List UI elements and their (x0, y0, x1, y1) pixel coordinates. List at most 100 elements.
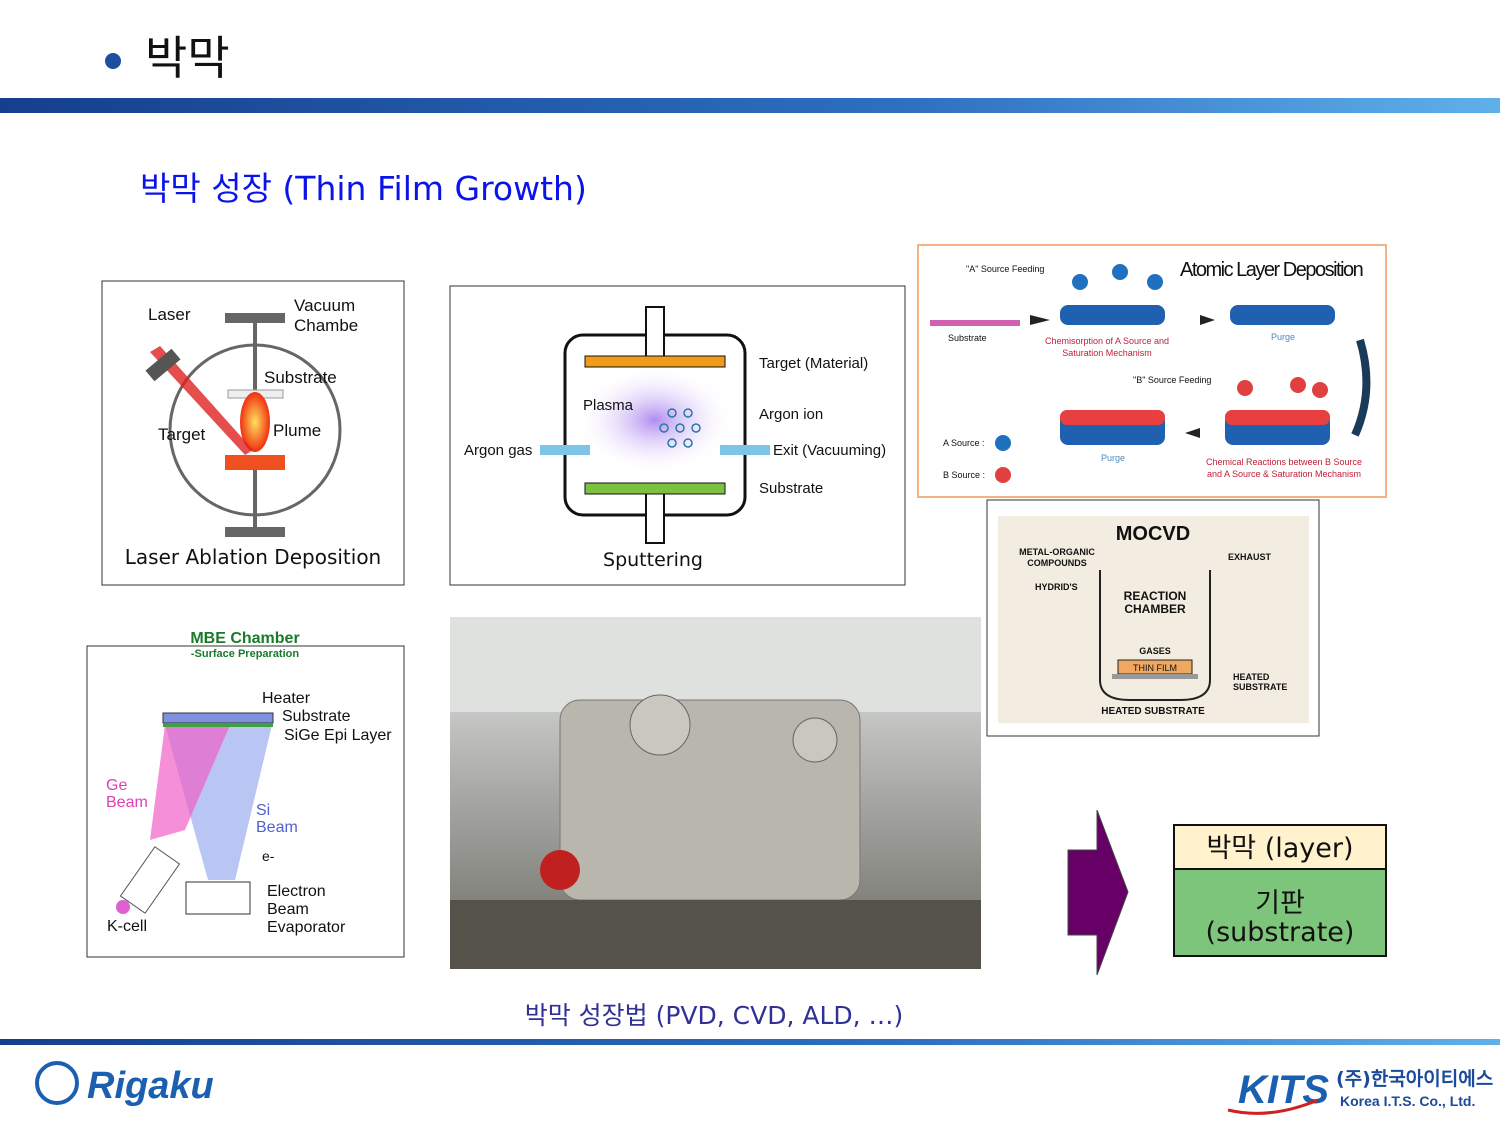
mbe-title: MBE Chamber (190, 630, 299, 647)
bullet (105, 53, 121, 69)
label: B Source : (943, 470, 985, 480)
sputter-panel: Target (Material) Plasma Argon ion Argon… (449, 285, 906, 586)
arrow (1067, 809, 1129, 976)
label: Substrate (759, 480, 823, 497)
label: CHAMBER (1124, 602, 1186, 616)
label: HYDRID'S (1035, 582, 1078, 592)
photo-port (629, 694, 691, 756)
label: SiGe Epi Layer (284, 727, 392, 744)
caption: Sputtering (603, 549, 703, 571)
shaft (645, 306, 665, 358)
label: Purge (1271, 332, 1295, 342)
label: Beam (106, 794, 148, 811)
label: Argon gas (464, 442, 532, 459)
label: COMPOUNDS (1027, 558, 1087, 568)
logo-mark (35, 1061, 79, 1105)
label: Heater (262, 690, 311, 707)
label: EXHAUST (1228, 552, 1272, 562)
footer-bar (0, 1039, 1500, 1045)
photo-ceiling (450, 617, 981, 712)
label: Laser (148, 305, 191, 324)
layer-stack: 박막 (layer) 기판 (substrate) (1173, 824, 1387, 957)
label: Plasma (583, 397, 634, 414)
label: A Source : (943, 438, 985, 448)
label: Purge (1101, 453, 1125, 463)
plume (240, 392, 270, 452)
company-en: Korea I.T.S. Co., Ltd. (1340, 1093, 1475, 1109)
label: THIN FILM (1133, 663, 1177, 673)
shape (1351, 338, 1371, 437)
label: Saturation Mechanism (1062, 348, 1152, 358)
target (225, 455, 285, 470)
shape (1312, 382, 1328, 398)
mocvd-panel: MOCVD METAL-ORGANIC COMPOUNDS EXHAUST HY… (986, 499, 1320, 737)
shape (1230, 305, 1335, 325)
flange (225, 313, 285, 323)
shape (683, 438, 693, 448)
exit-arrow (720, 445, 770, 455)
shape (930, 320, 1020, 326)
plasma (575, 365, 735, 475)
shape (1072, 274, 1088, 290)
logo-text: KITS (1238, 1068, 1329, 1112)
label: METAL-ORGANIC (1019, 547, 1095, 557)
label: Plume (273, 421, 321, 440)
label: Evaporator (267, 919, 346, 936)
label: GASES (1139, 646, 1171, 656)
shape (1200, 315, 1215, 325)
k-cell-source (116, 900, 130, 914)
shape (995, 467, 1011, 483)
label: Substrate (282, 708, 351, 725)
label: Chambe (294, 316, 358, 335)
chamber (1099, 570, 1211, 701)
molecules (930, 264, 1371, 483)
shape (1060, 305, 1165, 325)
panel-bg (998, 516, 1309, 723)
label: Argon ion (759, 406, 823, 423)
shaft (645, 492, 665, 544)
slide-title: 박막 (145, 31, 230, 85)
shape (1147, 274, 1163, 290)
mbe-panel: MBE Chamber -Surface Preparation Heater … (86, 630, 405, 958)
label: HEATED (1233, 672, 1270, 682)
shape (659, 423, 669, 433)
label: Si (256, 802, 270, 819)
ge-beam (150, 725, 230, 840)
mbe-subtitle: -Surface Preparation (191, 648, 299, 660)
label: HEATED SUBSTRATE (1101, 706, 1205, 717)
shape (1185, 428, 1200, 438)
label: SUBSTRATE (1233, 682, 1287, 692)
substrate (584, 482, 726, 495)
laser-panel: Laser Vacuum Chambe Substrate Plume Targ… (101, 280, 405, 586)
label: K-cell (107, 918, 147, 935)
photo-floor (450, 900, 981, 969)
caption: Laser Ablation Deposition (125, 545, 381, 569)
layer-label: 박막 (layer) (1206, 833, 1353, 864)
company-ko: (주)한국아이티에스 (1336, 1068, 1493, 1090)
label: Chemisorption of A Source and (1045, 336, 1169, 346)
epi-layer (163, 723, 273, 727)
label: Chemical Reactions between B Source (1206, 457, 1362, 467)
substrate-label: 기판 (1255, 888, 1305, 919)
label: Electron (267, 883, 326, 900)
rigaku-logo: Rigaku (35, 1061, 214, 1107)
substrate (1112, 674, 1198, 679)
shape (691, 423, 701, 433)
shape (1290, 377, 1306, 393)
label: Beam (267, 901, 309, 918)
logo-text: Rigaku (87, 1065, 214, 1107)
shape (667, 408, 677, 418)
subtitle: 박막 성장 (Thin Film Growth) (140, 169, 587, 208)
shape (1060, 410, 1165, 425)
evaporator (185, 881, 251, 915)
shape (667, 438, 677, 448)
label: Ge (106, 777, 127, 794)
photo-part (540, 850, 580, 890)
flange (225, 527, 285, 537)
label: Substrate (264, 368, 337, 387)
shape (683, 408, 693, 418)
label: Exit (Vacuuming) (773, 442, 886, 459)
label: "B" Source Feeding (1133, 375, 1211, 385)
